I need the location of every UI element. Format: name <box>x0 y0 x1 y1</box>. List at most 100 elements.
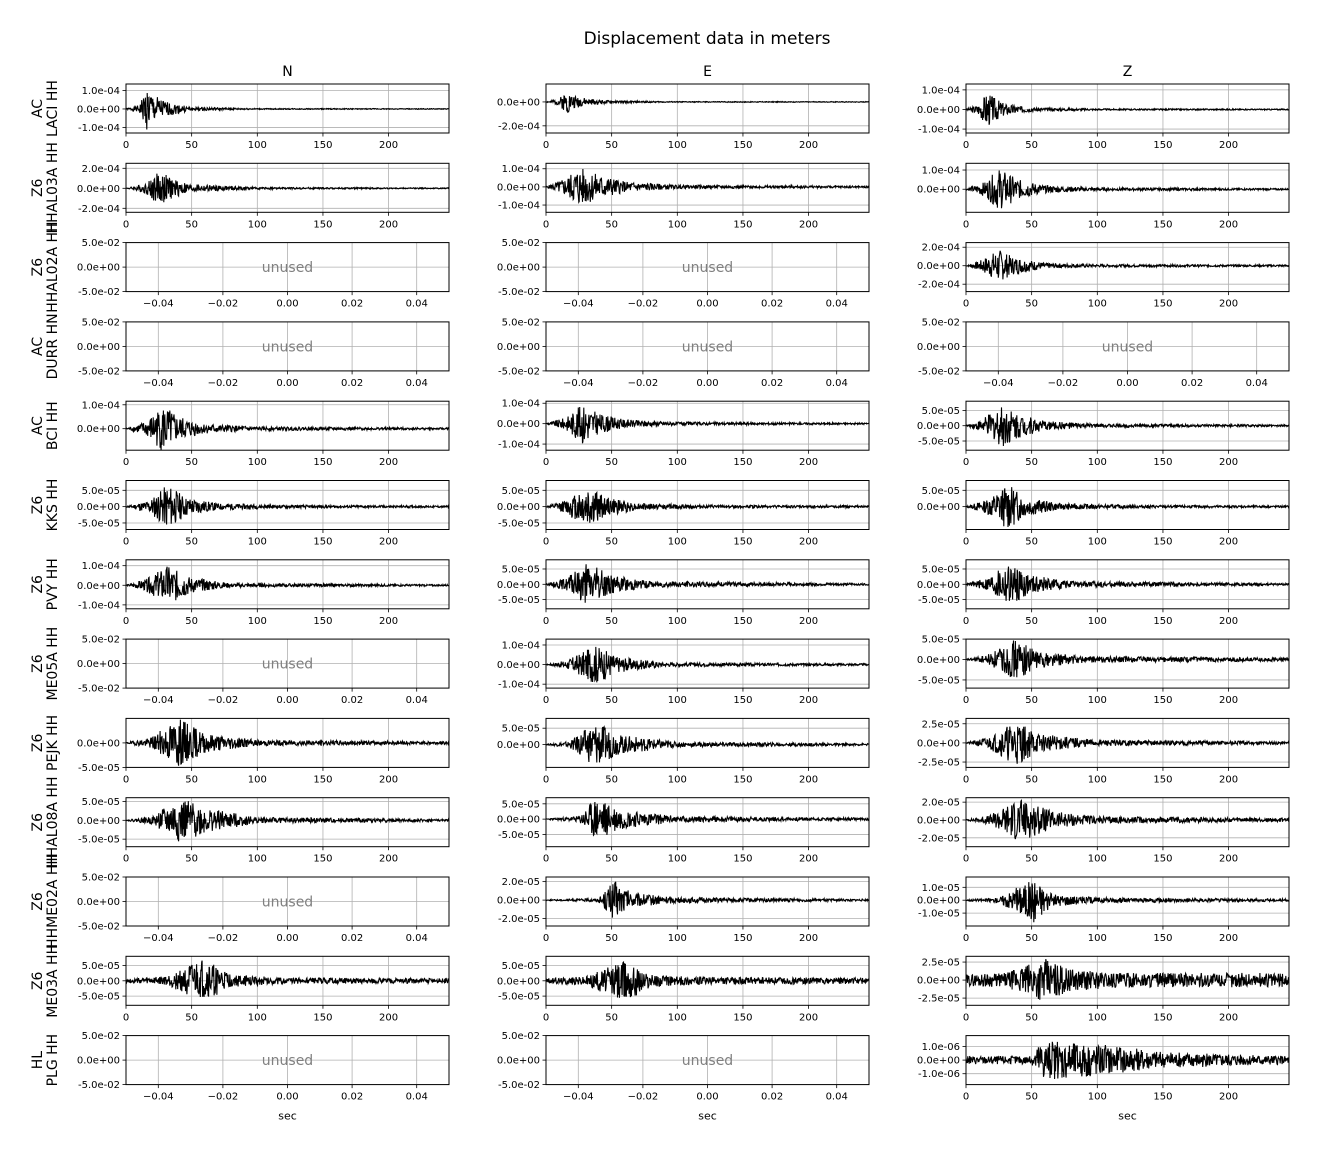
y-tick-label: 5.0e-02 <box>82 1031 120 1042</box>
axes-frame <box>545 83 870 134</box>
x-tick-label: 200 <box>1219 616 1238 627</box>
x-tick-label: 200 <box>1219 774 1238 785</box>
x-tick-label: 0 <box>543 1012 549 1023</box>
y-tick-label: 5.0e-05 <box>502 486 540 497</box>
y-tick-label: -5.0e-02 <box>78 287 120 298</box>
panel-12-e: unused −0.04 −0.02 0.00 0.02 0.04 5.0e-02 0.0e+… <box>497 1031 870 1123</box>
x-tick-label: 0 <box>963 140 969 151</box>
x-tick-label: 0.04 <box>1246 378 1268 389</box>
y-tick-label: -5.0e-05 <box>78 518 120 529</box>
axes-frame <box>125 400 450 451</box>
row-label-line: PVY HH <box>45 558 61 610</box>
x-tick-label: 100 <box>248 140 267 151</box>
panel-0-n: 0 50 100 150 200 1.0e-04 0.0e+00 -1.0e-04 <box>77 83 450 151</box>
y-tick-label: -1.0e-04 <box>498 440 540 451</box>
x-tick-label: 150 <box>1153 933 1172 944</box>
x-tick-label: 0 <box>963 695 969 706</box>
x-tick-label: 0.00 <box>276 1092 298 1103</box>
x-tick-label: 50 <box>1025 616 1038 627</box>
row-label-line: KKS HH <box>45 479 61 532</box>
x-tick-label: 50 <box>605 616 618 627</box>
panel-5-e: 0 50 100 150 200 5.0e-05 0.0e+00 -5.0e-05 <box>497 480 870 548</box>
x-tick-label: 0.02 <box>341 1092 363 1103</box>
x-tick-label: 150 <box>733 774 752 785</box>
y-tick-label: 0.0e+00 <box>497 976 540 987</box>
x-tick-label: 50 <box>1025 933 1038 944</box>
x-tick-label: 0.02 <box>341 299 363 310</box>
panel-11-n: 0 50 100 150 200 5.0e-05 0.0e+00 -5.0e-05 <box>77 955 450 1023</box>
x-tick-label: 50 <box>185 537 198 548</box>
x-tick-label: 50 <box>605 1012 618 1023</box>
x-tick-label: 0.00 <box>276 695 298 706</box>
y-tick-label: 0.0e+00 <box>77 502 120 513</box>
x-tick-label: −0.02 <box>628 299 659 310</box>
x-tick-label: 150 <box>733 616 752 627</box>
x-axis-label: sec <box>698 1110 717 1123</box>
x-tick-label: 0 <box>963 457 969 468</box>
y-tick-label: -5.0e-02 <box>78 684 120 695</box>
y-tick-label: 0.0e+00 <box>917 655 960 666</box>
panel-4-n: 0 50 100 150 200 1.0e-04 0.0e+00 <box>77 400 450 468</box>
x-tick-label: −0.02 <box>208 933 239 944</box>
unused-label: unused <box>682 1053 733 1069</box>
x-tick-label: 100 <box>1088 457 1107 468</box>
x-tick-label: 100 <box>668 695 687 706</box>
x-tick-label: 200 <box>1219 219 1238 230</box>
x-tick-label: −0.04 <box>143 378 174 389</box>
panel-7-z: 0 50 100 150 200 5.0e-05 0.0e+00 -5.0e-05 <box>917 635 1290 706</box>
x-tick-label: 0.04 <box>826 1092 848 1103</box>
y-tick-label: -5.0e-02 <box>78 1080 120 1091</box>
x-tick-label: 150 <box>733 219 752 230</box>
y-tick-label: 0.0e+00 <box>497 182 540 193</box>
y-tick-label: 0.0e+00 <box>917 105 960 116</box>
waveform-trace <box>126 801 449 842</box>
x-tick-label: 0 <box>123 140 129 151</box>
x-axis-label: sec <box>1118 1110 1137 1123</box>
x-tick-label: 200 <box>799 140 818 151</box>
y-tick-label: 5.0e-02 <box>82 238 120 249</box>
y-tick-label: 5.0e-02 <box>502 1031 540 1042</box>
row-label-line: Z6 <box>30 734 46 753</box>
waveform-trace <box>126 92 449 130</box>
panel-9-n: 0 50 100 150 200 5.0e-05 0.0e+00 -5.0e-05 <box>77 797 450 865</box>
x-tick-label: 200 <box>799 616 818 627</box>
x-tick-label: 100 <box>1088 219 1107 230</box>
y-tick-label: 5.0e-05 <box>922 635 960 646</box>
x-tick-label: 200 <box>799 854 818 865</box>
y-tick-label: 0.0e+00 <box>77 976 120 987</box>
y-tick-label: 1.0e-04 <box>502 640 540 651</box>
row-6: Z6 PVY HH 0 50 100 150 200 1.0e-04 0.0e+00 -1.0e-… <box>30 558 1290 627</box>
y-tick-label: 0.0e+00 <box>497 342 540 353</box>
x-tick-label: 0 <box>123 854 129 865</box>
x-tick-label: 0 <box>543 774 549 785</box>
row-12: HL PLG HH unused −0.04 −0.02 0.00 0.02 0.04 5.0e… <box>30 1031 1290 1123</box>
x-tick-label: 50 <box>605 537 618 548</box>
axes-frame <box>125 480 450 530</box>
x-tick-label: 100 <box>1088 1012 1107 1023</box>
x-tick-label: 0 <box>543 695 549 706</box>
y-tick-label: 5.0e-05 <box>502 961 540 972</box>
row-0: AC LACI HH 0 50 100 150 200 1.0e-04 0.0e+00 -1.0e… <box>30 80 1290 151</box>
x-tick-label: 200 <box>379 616 398 627</box>
y-tick-label: -2.5e-05 <box>918 994 960 1005</box>
axes-frame <box>965 797 1290 848</box>
waveform-trace <box>966 882 1289 923</box>
unused-label: unused <box>262 260 313 276</box>
y-tick-label: 0.0e+00 <box>77 424 120 435</box>
row-label-line: HHAL02A HH <box>45 221 61 312</box>
row-label-line: ME05A HH <box>45 627 61 701</box>
x-tick-label: 100 <box>248 774 267 785</box>
column-title-e: E <box>703 64 712 80</box>
y-tick-label: 0.0e+00 <box>497 815 540 826</box>
y-tick-label: 0.0e+00 <box>77 816 120 827</box>
unused-label: unused <box>262 895 313 911</box>
y-tick-label: 5.0e-02 <box>82 635 120 646</box>
x-tick-label: 50 <box>605 140 618 151</box>
y-tick-label: 0.0e+00 <box>497 419 540 430</box>
y-tick-label: 1.0e-04 <box>502 164 540 175</box>
panel-6-z: 0 50 100 150 200 5.0e-05 0.0e+00 -5.0e-05 <box>917 559 1290 627</box>
y-tick-label: 0.0e+00 <box>917 896 960 907</box>
axes-frame <box>965 638 1290 689</box>
x-tick-label: 0.00 <box>696 299 718 310</box>
x-tick-label: 200 <box>799 219 818 230</box>
